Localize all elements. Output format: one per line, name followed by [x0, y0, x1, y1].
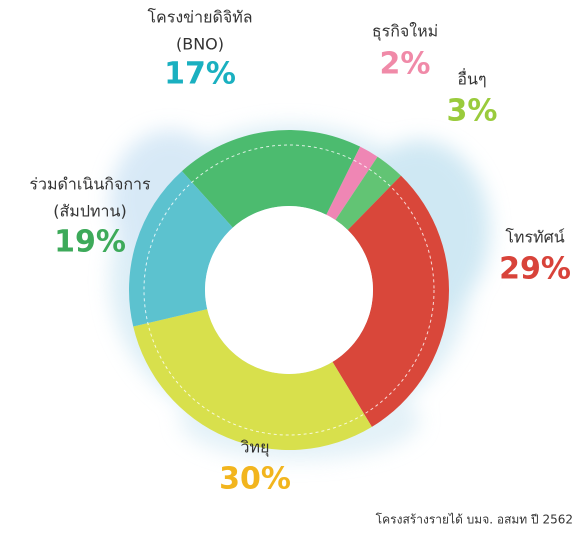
value-label: 30%	[219, 462, 291, 497]
category-label: (สัมปทาน)	[53, 202, 126, 221]
footnote: โครงสร้างรายได้ บมจ. อสมท ปี 2562	[376, 513, 573, 527]
category-label: (BNO)	[176, 35, 224, 54]
value-label: 17%	[164, 57, 236, 92]
value-label: 2%	[380, 47, 431, 82]
value-label: 19%	[54, 225, 126, 260]
category-label: อื่นๆ	[457, 68, 486, 89]
category-label: วิทยุ	[241, 438, 270, 458]
value-label: 3%	[447, 94, 498, 129]
chart: โครงสร้างรายได้ บมจ. อสมท ปี 2562 ร่วมดำ…	[0, 0, 573, 533]
page: โครงสร้างรายได้ บมจ. อสมท ปี 2562 ร่วมดำ…	[0, 0, 573, 533]
category-label: โครงข่ายดิจิทัล	[147, 8, 252, 27]
category-label: ธุรกิจใหม่	[372, 22, 438, 42]
value-label: 29%	[499, 252, 571, 287]
category-label: โทรทัศน์	[505, 228, 565, 247]
donut-hole	[205, 206, 373, 374]
category-label: ร่วมดำเนินกิจการ	[29, 175, 151, 194]
